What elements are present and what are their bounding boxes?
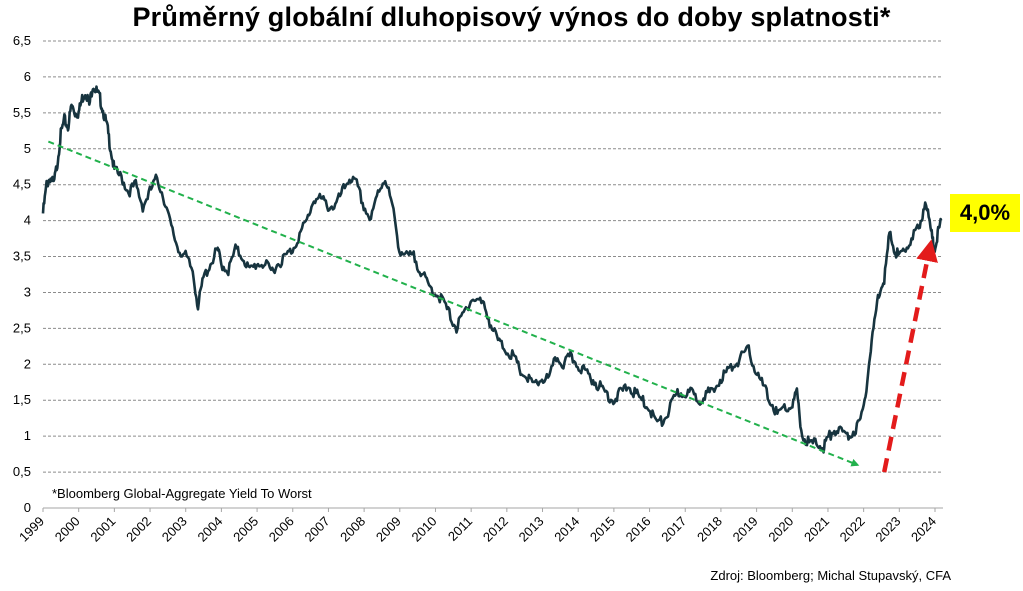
y-tick-label: 4 [24,213,31,228]
x-tick-label: 2005 [230,514,261,545]
x-tick-label: 2013 [516,514,547,545]
yield-callout-badge: 4,0% [950,194,1020,232]
x-axis: 1999 2000 2001 2002 2003 2004 2005 2006 2007 2008… [16,508,939,545]
x-tick-label: 2016 [623,514,654,545]
series-group [41,85,943,454]
x-tick-label: 2003 [159,514,190,545]
source-attribution: Zdroj: Bloomberg; Michal Stupavský, CFA [710,568,951,583]
x-tick-label: 2011 [445,514,475,544]
x-tick-label: 2018 [694,514,725,545]
x-tick-label: 2023 [872,514,903,545]
rise-arrow [881,239,938,473]
x-tick-label: 2015 [587,514,618,545]
x-tick-label: 2024 [908,514,939,545]
y-tick-label: 0 [24,500,31,515]
annotations [47,140,938,473]
x-tick-label: 2010 [409,514,440,545]
x-tick-label: 2009 [373,514,404,545]
x-tick-label: 2008 [337,514,368,545]
y-tick-label: 2,5 [13,320,31,335]
y-tick-label: 2 [24,356,31,371]
x-tick-label: 2017 [658,514,689,545]
x-tick-label: 1999 [16,514,47,545]
x-tick-label: 2020 [765,514,796,545]
yield-series-line [41,85,943,454]
grid-lines [43,40,943,473]
chart-footnote: *Bloomberg Global-Aggregate Yield To Wor… [52,486,312,501]
y-tick-label: 3 [24,284,31,299]
y-tick-label: 1,5 [13,392,31,407]
trend-arrow [47,140,860,467]
x-tick-label: 2004 [194,514,225,545]
x-tick-label: 2021 [801,514,832,545]
x-tick-label: 2012 [480,514,511,545]
x-tick-label: 2014 [551,514,582,545]
x-tick-label: 2006 [266,514,297,545]
y-axis: 0 0,5 1 1,5 2 2,5 3 3,5 4 4,5 5 5,5 6 6,5 [13,33,31,515]
y-tick-label: 5 [24,141,31,156]
y-tick-label: 6,5 [13,33,31,48]
y-tick-label: 1 [24,428,31,443]
y-tick-label: 3,5 [13,249,31,264]
y-tick-label: 4,5 [13,177,31,192]
x-tick-label: 2007 [302,514,333,545]
x-tick-label: 2002 [123,514,154,545]
x-tick-label: 2000 [52,514,83,545]
x-tick-label: 2022 [837,514,868,545]
x-tick-label: 2001 [87,514,118,545]
y-tick-label: 0,5 [13,464,31,479]
y-tick-label: 6 [24,69,31,84]
x-tick-label: 2019 [730,514,761,545]
y-tick-label: 5,5 [13,105,31,120]
chart-title: Průměrný globální dluhopisový výnos do d… [132,2,891,32]
